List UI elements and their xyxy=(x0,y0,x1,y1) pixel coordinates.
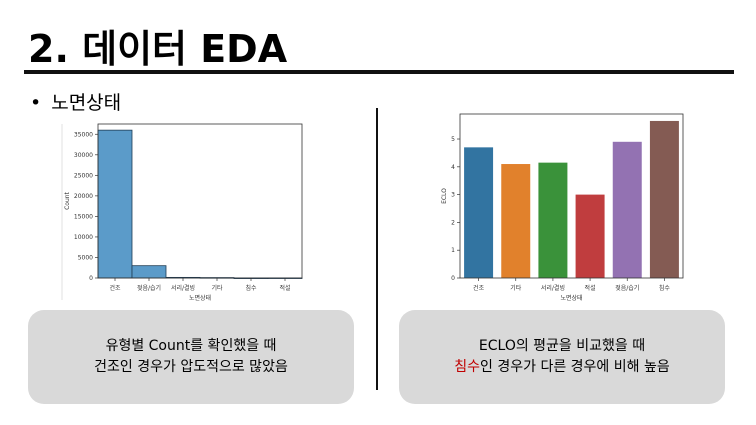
eclo-x-tick-label: 젖음/습기 xyxy=(615,284,639,292)
section-bullet: • 노면상태 xyxy=(30,88,121,115)
eclo-x-tick-label: 침수 xyxy=(659,284,671,292)
eclo-summary-box: ECLO의 평균을 비교했을 때 침수인 경우가 다른 경우에 비해 높음 xyxy=(399,310,725,404)
count-summary-box: 유형별 Count를 확인했을 때 건조인 경우가 압도적으로 많았음 xyxy=(28,310,354,404)
highlight-term: 침수 xyxy=(454,359,481,375)
count-bar-1 xyxy=(131,265,167,279)
eclo-bar-2 xyxy=(538,162,568,278)
count-y-axis-label: Count xyxy=(64,191,71,209)
eclo-bar-chart: 건조 기타 서리/결빙 적설 젖음/습기 침수 0 1 2 3 4 5 노면상태 ECLO xyxy=(441,113,684,302)
eclo-y-tick-label: 2 xyxy=(451,219,455,226)
eclo-summary-line1: ECLO의 평균을 비교했을 때 xyxy=(478,338,646,354)
vertical-divider xyxy=(376,108,378,390)
eclo-bar-4 xyxy=(612,141,642,278)
eclo-plot-frame xyxy=(459,113,684,279)
count-y-tick-label: 0 xyxy=(89,275,93,282)
count-x-tick-label: 건조 xyxy=(109,284,121,292)
eclo-x-tick-label: 건조 xyxy=(473,284,485,292)
eclo-y-tick-label: 5 xyxy=(451,136,455,143)
eclo-y-tick-label: 4 xyxy=(451,164,455,171)
count-bar-chart: 건조 젖음/습기 서리/결빙 기타 침수 적설 0 5000 10000 15000 20000 25… xyxy=(61,123,303,302)
count-x-tick-label: 젖음/습기 xyxy=(137,284,161,292)
bullet-dot-icon: • xyxy=(30,92,42,114)
eclo-bar-3 xyxy=(575,194,605,278)
eclo-y-tick-label: 3 xyxy=(451,192,455,199)
count-x-axis-label: 노면상태 xyxy=(189,294,211,302)
eclo-x-tick-label: 서리/결빙 xyxy=(541,284,565,292)
count-plot-frame xyxy=(97,123,303,279)
count-y-tick-label: 5000 xyxy=(78,254,93,261)
count-y-tick-label: 35000 xyxy=(74,131,93,138)
eclo-x-tick-label: 기타 xyxy=(510,284,522,292)
section-label: 노면상태 xyxy=(51,92,122,114)
eclo-x-axis-label: 노면상태 xyxy=(560,294,582,302)
eclo-y-tick-label: 0 xyxy=(451,275,455,282)
title-underline xyxy=(24,70,734,74)
count-x-tick-label: 침수 xyxy=(245,284,257,292)
count-summary-line2: 건조인 경우가 압도적으로 많았음 xyxy=(94,359,288,375)
count-x-tick-label: 서리/결빙 xyxy=(171,284,195,292)
count-y-tick-label: 10000 xyxy=(74,234,93,241)
eclo-summary-line2-rest: 인 경우가 다른 경우에 비해 높음 xyxy=(480,359,670,375)
count-y-tick-label: 25000 xyxy=(74,172,93,179)
eclo-bar-5 xyxy=(649,120,679,278)
count-x-tick-label: 기타 xyxy=(211,284,223,292)
eclo-x-tick-label: 적설 xyxy=(585,284,596,292)
count-summary-line1: 유형별 Count를 확인했을 때 xyxy=(105,338,277,354)
eclo-bar-1 xyxy=(501,164,531,278)
slide-title: 2. 데이터 EDA xyxy=(28,27,288,71)
eclo-y-tick-label: 1 xyxy=(451,247,455,254)
count-y-tick-label: 30000 xyxy=(74,152,93,159)
count-x-tick-label: 적설 xyxy=(279,284,290,292)
count-y-tick-label: 15000 xyxy=(74,213,93,220)
count-bar-0 xyxy=(97,129,133,279)
count-y-tick-label: 20000 xyxy=(74,193,93,200)
eclo-y-axis-label: ECLO xyxy=(441,188,448,204)
eclo-summary-line2: 침수인 경우가 다른 경우에 비해 높음 xyxy=(399,357,725,378)
eclo-bar-0 xyxy=(464,147,494,278)
